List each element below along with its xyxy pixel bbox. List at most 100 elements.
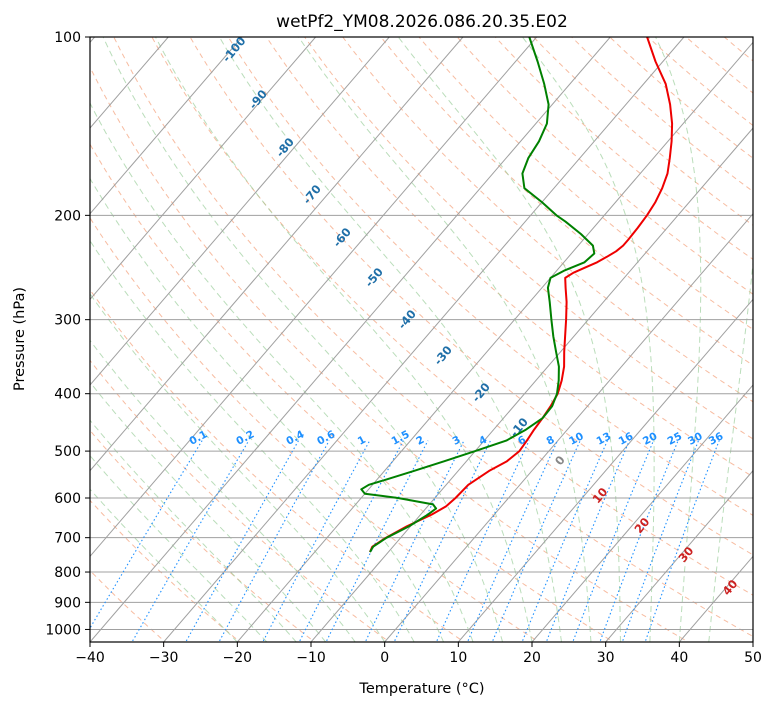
dewpoint-line	[360, 37, 596, 553]
isotherm-line	[752, 641, 753, 642]
isotherm-line	[605, 469, 753, 642]
moist-adiabat-line	[397, 37, 621, 642]
dry-adiabat-line	[90, 143, 615, 642]
moist-adiabat-line	[90, 177, 445, 642]
mixing-ratio-line	[572, 440, 655, 642]
dry-adiabat-line	[227, 37, 753, 516]
mixing-ratio-label: 2	[414, 434, 426, 448]
dry-adiabat-line	[685, 37, 753, 94]
mixing-ratio-line	[262, 440, 371, 642]
line-labels: 0.1 0.2 0.4 0.6 1 1.5 2 3 4 6 8 10 13 16 20 25 30 36-100-…	[187, 34, 740, 598]
y-tick-label: 900	[54, 595, 81, 611]
dry-adiabat-line	[90, 289, 466, 642]
mixing-ratio-label: 3	[450, 434, 462, 448]
moist-adiabat-label: 20	[631, 515, 652, 536]
mixing-ratio-line	[131, 440, 250, 642]
moist-adiabat-label: 30	[675, 544, 696, 565]
moist-adiabat-line	[90, 293, 386, 642]
moist-adiabat-line	[218, 37, 562, 642]
y-tick-label: 800	[54, 565, 81, 581]
moist-adiabat-line	[522, 37, 655, 642]
x-tick-label: −40	[75, 650, 105, 666]
dry-adiabat-line	[90, 429, 316, 642]
dry-adiabat-line	[723, 37, 753, 62]
mixing-ratio-line	[621, 440, 700, 642]
moist-adiabat-line	[90, 488, 238, 642]
x-axis-label: Temperature (°C)	[358, 681, 484, 697]
isotherm-line	[384, 212, 753, 642]
y-tick-label: 100	[54, 30, 81, 46]
mixing-ratio-label: 0.6	[315, 428, 337, 447]
mixing-ratio-line	[393, 440, 491, 642]
moist-adiabat-label: 10	[589, 485, 610, 506]
y-tick-label: 1000	[45, 622, 81, 638]
dry-adiabat-line	[570, 37, 753, 193]
mixing-ratio-line	[599, 440, 679, 642]
mixing-ratio-line	[545, 440, 630, 642]
y-tick-label: 400	[54, 387, 81, 403]
sounding-series	[360, 37, 674, 553]
dry-adiabat-label: -100	[219, 34, 248, 65]
x-tick-label: 20	[523, 650, 541, 666]
dry-adiabat-line	[342, 37, 753, 403]
mixing-ratio-line	[90, 440, 203, 630]
mixing-ratio-label: 13	[595, 430, 614, 447]
moist-adiabat-line	[90, 381, 327, 642]
isotherm-line	[90, 37, 243, 215]
moist-adiabat-line	[708, 258, 753, 642]
isotherm-line	[90, 37, 464, 472]
dry-adiabat-line	[90, 359, 391, 642]
dry-adiabat-label: -30	[431, 343, 455, 368]
dry-adiabat-label: -80	[273, 135, 297, 160]
x-tick-label: 50	[744, 650, 762, 666]
moist-adiabat-line	[655, 37, 702, 642]
dry-adiabat-line	[418, 37, 753, 330]
isotherm-line	[90, 37, 317, 301]
moist-adiabat-line	[90, 419, 297, 642]
moist-adiabat-line	[102, 37, 503, 642]
mixing-ratio-label: 16	[617, 430, 636, 447]
moist-adiabat-line	[90, 339, 356, 642]
mixing-ratio-line	[491, 440, 581, 642]
dry-adiabat-line	[90, 66, 690, 642]
mixing-ratio-label: 1	[356, 434, 368, 448]
dry-adiabat-line	[113, 37, 753, 638]
x-tick-label: 10	[449, 650, 467, 666]
x-axis: −40 −30 −20 −10 0 10 20 30 40 50	[75, 642, 762, 666]
y-tick-label: 300	[54, 313, 81, 329]
plot-grid	[90, 37, 753, 642]
y-tick-label: 700	[54, 531, 81, 547]
y-tick-label: 500	[54, 444, 81, 460]
mixing-ratio-line	[521, 440, 608, 642]
x-tick-label: −20	[223, 650, 253, 666]
dry-adiabat-line	[90, 499, 241, 642]
mixing-ratio-label: 0.1	[187, 428, 209, 447]
moist-adiabat-label: 0	[552, 453, 568, 468]
isotherm-line	[90, 37, 611, 642]
moist-adiabat-line	[298, 37, 592, 642]
dry-adiabat-line	[456, 37, 753, 295]
chart-title: wetPf2_YM08.2026.086.20.35.E02	[276, 12, 568, 32]
isotherm-line	[90, 37, 538, 558]
y-tick-label: 200	[54, 208, 81, 224]
mixing-ratio-label: 0.2	[234, 428, 256, 447]
mixing-ratio-line	[218, 440, 330, 642]
x-tick-label: 40	[670, 650, 688, 666]
dry-adiabat-line	[380, 37, 753, 366]
mixing-ratio-label: 1.5	[389, 428, 411, 447]
mixing-ratio-line	[185, 440, 299, 642]
dry-adiabat-line	[151, 37, 753, 596]
x-tick-label: −30	[149, 650, 179, 666]
moist-adiabat-label: 40	[719, 577, 740, 598]
isotherm-line	[163, 37, 685, 642]
y-tick-label: 600	[54, 491, 81, 507]
isotherm-line	[531, 384, 753, 642]
x-tick-label: 30	[597, 650, 615, 666]
x-tick-label: 0	[380, 650, 389, 666]
x-tick-label: −10	[296, 650, 326, 666]
moist-adiabat-line	[90, 454, 268, 642]
isotherm-line	[457, 298, 753, 642]
dry-adiabat-label: -90	[246, 87, 270, 112]
mixing-ratio-label: 25	[666, 430, 685, 447]
